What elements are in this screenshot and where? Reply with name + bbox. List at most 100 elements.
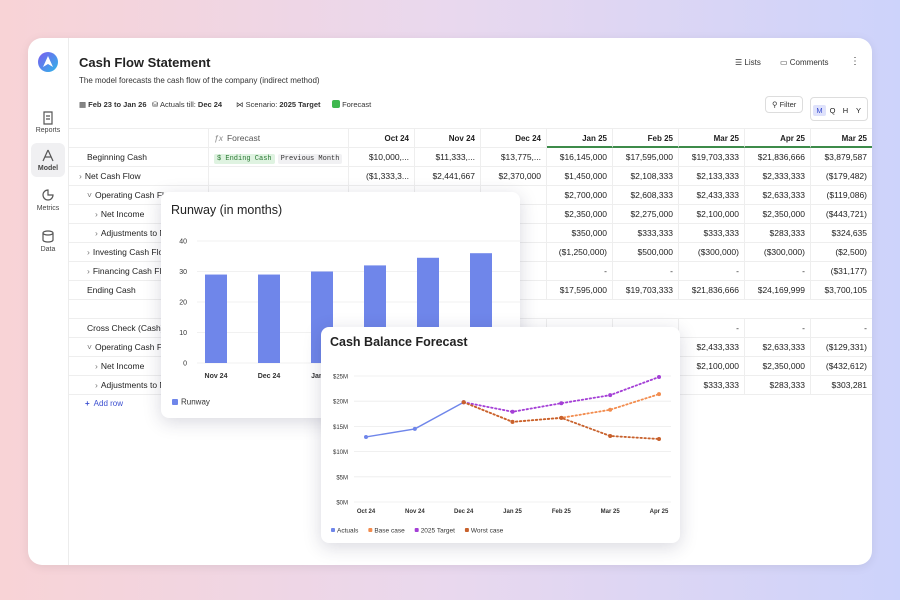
add-row[interactable]: + Add row [85,399,123,408]
nav-label: Reports [35,127,61,134]
row-toggle: › [79,171,82,181]
nav-item[interactable]: Data [31,224,65,258]
legend-swatch [368,528,373,532]
table-cell: ($179,482) [811,167,872,186]
granularity-option[interactable]: Q [829,106,836,115]
column-header: Oct 24 [349,129,415,148]
legend-swatch [172,399,178,405]
data-point [559,401,564,406]
page-title: Cash Flow Statement [79,55,211,70]
nav-label: Model [37,165,59,172]
date-range[interactable]: ▦ Feb 23 to Jan 26 [79,100,147,109]
x-tick-label: Dec 24 [454,509,474,515]
table-cell: $3,700,105 [811,281,872,300]
lists-label: Lists [744,58,761,67]
table-cell: $350,000 [547,224,613,243]
granularity-option[interactable]: M [813,105,826,116]
table-cell: $2,275,000 [613,205,679,224]
y-tick-label: 30 [179,269,187,276]
table-cell: $283,333 [745,224,811,243]
cash-balance-card: Cash Balance Forecast $0M $5M $10M $15M $20M $… [321,327,680,543]
y-tick-label: 20 [179,300,187,307]
table-cell: $2,633,333 [745,186,811,205]
table-cell: - [745,319,811,338]
y-tick-label: $0M [336,501,348,507]
nav-item[interactable]: Model [31,143,65,177]
lists-button[interactable]: ☰ Lists [735,58,761,67]
row-toggle: › [95,209,98,219]
row-label-text: Adjustments to N [100,228,166,238]
table-cell: $13,775,... [481,148,547,167]
y-tick-label: 40 [179,239,187,246]
data-point [510,419,515,424]
table-cell: - [679,262,745,281]
table-cell: $19,703,333 [613,281,679,300]
forecast-toggle[interactable]: Forecast [332,100,371,109]
nav-icon [42,189,54,201]
row-label-text: Investing Cash Flow [92,247,170,257]
table-cell: $2,608,333 [613,186,679,205]
x-tick-label: Feb 25 [552,509,572,515]
x-tick-label: Nov 24 [205,373,228,380]
row-label-text: Net Income [100,209,145,219]
row-toggle: ˅ [87,190,92,200]
row-label-text: Operating Cash Flow [94,190,175,200]
filter-label: Filter [779,100,797,109]
table-cell: ($443,721) [811,205,872,224]
filter-button[interactable]: ⚲ Filter [765,96,804,113]
chart: Cash Balance Forecast $0M $5M $10M $15M $20M $… [330,335,671,535]
data-point [608,407,613,412]
x-tick-label: Dec 24 [258,373,281,380]
table-cell: $11,333,... [415,148,481,167]
row-toggle: › [87,266,90,276]
table-cell: $16,145,000 [547,148,613,167]
table-cell: $283,333 [745,376,811,395]
y-tick-label: $20M [333,400,348,406]
table-cell: ($1,333,3... [349,167,415,186]
table-cell: $2,100,000 [679,205,745,224]
series-line [462,376,660,413]
table-cell: $303,281 [811,376,872,395]
granularity-option[interactable]: H [842,106,849,115]
formula-icon: ƒx [214,133,223,143]
formula-chip: Previous Month [277,154,343,164]
more-button[interactable]: ⋮ [850,56,860,67]
table-cell: $10,000,... [349,148,415,167]
nav-item[interactable]: Metrics [31,183,65,217]
series-line [365,401,465,438]
comments-button[interactable]: ▭ Comments [780,58,829,67]
table-cell: $2,700,000 [547,186,613,205]
legend-label: Base case [374,528,405,535]
table-cell: $2,333,333 [745,167,811,186]
scenario-value: 2025 Target [279,100,321,109]
x-tick-label: Jan 25 [503,509,522,515]
data-point [657,437,661,441]
table-cell: $2,133,333 [679,167,745,186]
table-cell: - [547,262,613,281]
y-tick-label: 10 [179,330,187,337]
scenario[interactable]: ⋈ Scenario: 2025 Target [236,100,321,109]
row-label-text: Adjustments to N [100,380,166,390]
table-cell: $2,370,000 [481,167,547,186]
forecast-label: Forecast [342,100,372,109]
table-cell: $17,595,000 [613,148,679,167]
table-cell: - [613,262,679,281]
table-cell: $21,836,666 [679,281,745,300]
table-cell: $2,108,333 [613,167,679,186]
nav-icon [42,230,54,243]
row-label-text: Beginning Cash [87,152,148,162]
row-label-text: Operating Cash Flow [94,342,175,352]
row-label-text: Net Income [100,361,145,371]
table-cell: $2,350,000 [547,205,613,224]
nav-item[interactable]: Reports [31,105,65,139]
formula-cell: $ Ending Cash Previous Month [209,148,349,167]
data-point [461,400,466,405]
y-tick-label: $25M [333,375,348,381]
table-cell: ($129,331) [811,338,872,357]
scenario-label: Scenario: [245,100,278,109]
table-cell: ($31,177) [811,262,872,281]
granularity-option[interactable]: Y [855,106,861,115]
row-label: › Net Cash Flow [69,167,209,186]
row-toggle: ˅ [87,342,92,352]
actuals[interactable]: ⛁ Actuals till: Dec 24 [152,100,223,109]
